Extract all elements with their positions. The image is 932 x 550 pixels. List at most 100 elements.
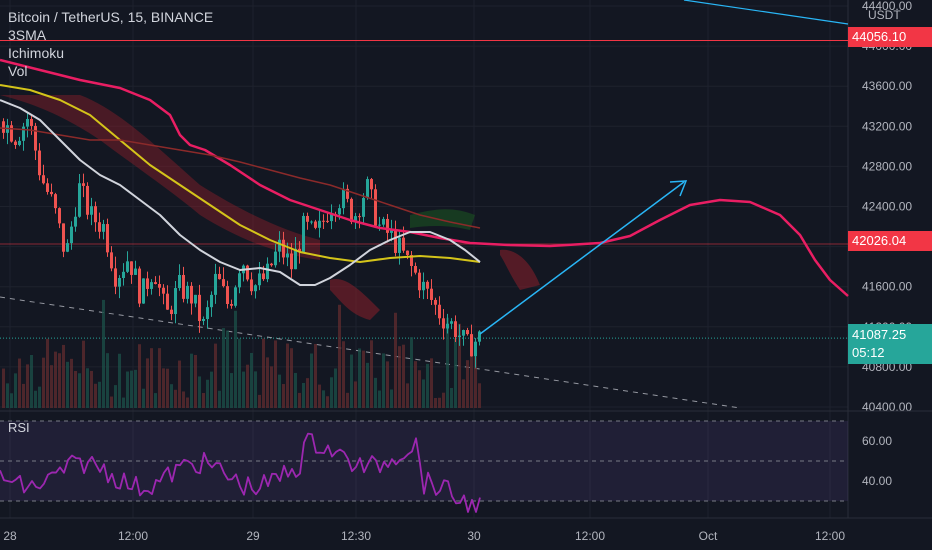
indicator-3sma[interactable]: 3SMA: [8, 27, 47, 43]
ma-yellow-line: [0, 84, 481, 263]
candle-body: [278, 239, 281, 252]
candle-body: [450, 321, 453, 324]
volume-bar: [118, 353, 121, 408]
candle-body: [286, 253, 289, 258]
candle-body: [382, 218, 385, 225]
ichimoku-cloud: [0, 95, 320, 260]
candle-body: [250, 279, 253, 292]
candle-body: [254, 285, 257, 292]
candle-body: [430, 288, 433, 300]
rsi-pane-label[interactable]: RSI: [8, 420, 30, 435]
candle-body: [66, 243, 69, 252]
volume-bar: [278, 374, 281, 408]
candle-body: [474, 341, 477, 357]
volume-bar: [354, 381, 357, 408]
volume-bar: [266, 357, 269, 408]
symbol-title[interactable]: Bitcoin / TetherUS, 15, BINANCE: [8, 9, 214, 25]
volume-bar: [82, 340, 85, 408]
volume-bar: [346, 392, 349, 408]
ma-white-line: [0, 99, 481, 286]
volume-bar: [478, 383, 481, 408]
candle-body: [378, 224, 381, 226]
volume-bar: [342, 341, 345, 408]
volume-bar: [158, 348, 161, 408]
volume-bar: [218, 390, 221, 408]
candle-body: [150, 282, 153, 289]
candle-body: [182, 275, 185, 299]
volume-bar: [190, 353, 193, 408]
time-tick-label: Oct: [699, 529, 718, 543]
candle-body: [122, 271, 125, 279]
candle-body: [358, 216, 361, 218]
volume-bar: [306, 378, 309, 408]
candle-body: [202, 318, 205, 322]
candle-body: [386, 218, 389, 233]
volume-bar: [382, 353, 385, 408]
candle-body: [394, 229, 397, 253]
price-tick-label: 40400.00: [862, 400, 912, 414]
volume-bar: [398, 346, 401, 408]
candle-body: [390, 229, 393, 233]
candle-body: [86, 185, 89, 215]
volume-bar: [366, 362, 369, 408]
time-tick-label: 12:00: [575, 529, 605, 543]
candle-body: [338, 208, 341, 215]
volume-bar: [242, 371, 245, 408]
volume-bar: [170, 384, 173, 408]
ichimoku-cloud: [500, 249, 540, 290]
candle-body: [134, 268, 137, 275]
candle-body: [326, 220, 329, 222]
candle-body: [74, 216, 77, 227]
candle-body: [366, 179, 369, 199]
candle-body: [446, 323, 449, 329]
volume-bar: [326, 396, 329, 408]
candle-body: [270, 263, 273, 266]
candle-body: [46, 183, 49, 192]
volume-bar: [202, 393, 205, 408]
candle-body: [402, 237, 405, 251]
candle-body: [214, 273, 217, 295]
volume-bar: [142, 388, 145, 408]
candle-body: [414, 265, 417, 273]
volume-bar: [286, 343, 289, 408]
candle-body: [434, 299, 437, 305]
candle-body: [82, 183, 85, 186]
candle-body: [258, 273, 261, 286]
candle-body: [186, 285, 189, 299]
volume-bar: [446, 317, 449, 408]
volume-bar: [70, 358, 73, 408]
volume-bar: [410, 337, 413, 408]
volume-bar: [122, 397, 125, 408]
volume-bar: [154, 393, 157, 408]
volume-bar: [302, 382, 305, 408]
time-tick-label: 29: [246, 529, 260, 543]
candle-body: [174, 288, 177, 315]
candle-body: [94, 206, 97, 223]
candle-body: [18, 140, 21, 145]
candle-body: [218, 273, 221, 280]
currency-unit[interactable]: USDT: [868, 8, 901, 22]
candle-body: [350, 198, 353, 222]
candle-body: [234, 287, 237, 306]
volume-bar: [230, 373, 233, 408]
volume-bar: [2, 368, 5, 408]
candle-body: [266, 263, 269, 280]
candle-body: [230, 304, 233, 306]
volume-bar: [50, 365, 53, 408]
price-tick-label: 42400.00: [862, 199, 912, 213]
price-tick-label: 44400.00: [862, 0, 912, 13]
volume-bar: [62, 344, 65, 408]
candle-body: [442, 318, 445, 329]
upper-trend-line: [683, 0, 849, 25]
volume-bar: [386, 361, 389, 408]
candle-body: [262, 273, 265, 280]
volume-bar: [34, 390, 37, 408]
indicator-vol[interactable]: Vol: [8, 63, 28, 79]
candle-body: [146, 278, 149, 289]
indicator-ichimoku[interactable]: Ichimoku: [8, 45, 65, 61]
volume-bar: [110, 396, 113, 408]
time-tick-label: 12:00: [815, 529, 845, 543]
candle-body: [246, 265, 249, 280]
